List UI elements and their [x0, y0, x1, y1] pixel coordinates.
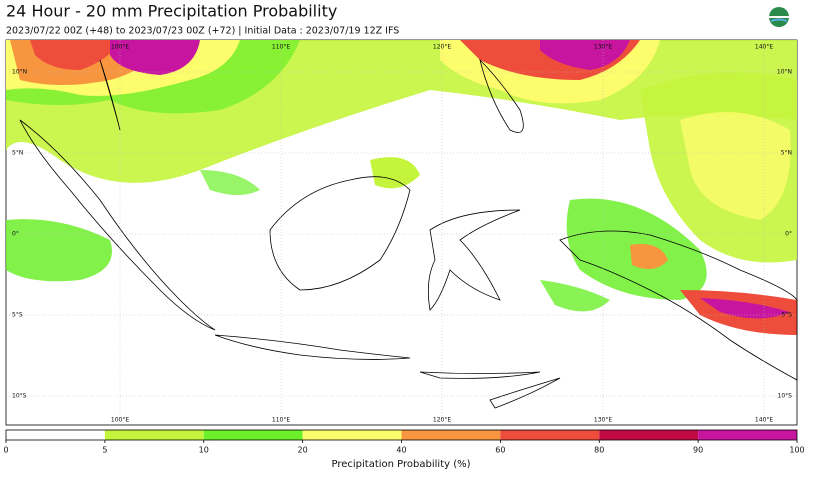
colorbar-tick-label: 80 [594, 446, 604, 455]
coastlines [19, 58, 798, 409]
colorbar-segment [104, 430, 204, 440]
colorbar-segment [500, 430, 600, 440]
logo [769, 7, 789, 27]
title: 24 Hour - 20 mm Precipitation Probabilit… [6, 2, 337, 21]
lon-label-bottom: 110°E [272, 417, 290, 424]
lon-label-top: 130°E [594, 44, 612, 51]
lat-label-right: 5°N [781, 150, 792, 157]
colorbar-tick-label: 100 [789, 446, 804, 455]
colorbar-segment [6, 430, 105, 440]
colorbar-segment [599, 430, 699, 440]
lon-label-bottom: 100°E [111, 417, 129, 424]
colorbar-tick-label: 5 [102, 446, 107, 455]
lon-label-bottom: 120°E [433, 417, 451, 424]
precipitation-field [6, 40, 797, 335]
colorbar-tick-label: 0 [3, 446, 8, 455]
colorbar-segment [302, 430, 402, 440]
lon-label-top: 140°E [755, 44, 773, 51]
colorbar-segment [401, 430, 501, 440]
colorbar-tick-label: 20 [298, 446, 308, 455]
lon-label-top: 110°E [272, 44, 290, 51]
lat-label-left: 10°N [12, 69, 27, 76]
colorbar-tick-label: 60 [495, 446, 505, 455]
colorbar-tick-label: 90 [693, 446, 703, 455]
map: 100°E 100°E 110°E 110°E 120°E 120°E 130°E 130°E… [5, 39, 798, 426]
lon-label-top: 100°E [111, 44, 129, 51]
colorbar-label: Precipitation Probability (%) [331, 459, 470, 470]
lon-label-top: 120°E [433, 44, 451, 51]
colorbar-segment [203, 430, 303, 440]
lat-label-right: 10°N [777, 69, 792, 76]
subtitle: 2023/07/22 00Z (+48) to 2023/07/23 00Z (… [6, 26, 399, 37]
lon-label-bottom: 130°E [594, 417, 612, 424]
colorbar-segment [698, 430, 797, 440]
lat-label-left: 5°S [12, 312, 23, 319]
lat-label-left: 0° [12, 231, 19, 238]
lat-label-right: 10°S [778, 393, 793, 400]
colorbar-tick-label: 40 [396, 446, 406, 455]
colorbar-tick-label: 10 [199, 446, 209, 455]
lat-label-right: 0° [785, 231, 792, 238]
lat-label-right: 5°S [781, 312, 792, 319]
lat-label-left: 10°S [12, 393, 27, 400]
colorbar: 0 5 10 20 40 60 80 90 100 [3, 429, 805, 455]
lat-label-left: 5°N [12, 150, 23, 157]
lon-label-bottom: 140°E [755, 417, 773, 424]
